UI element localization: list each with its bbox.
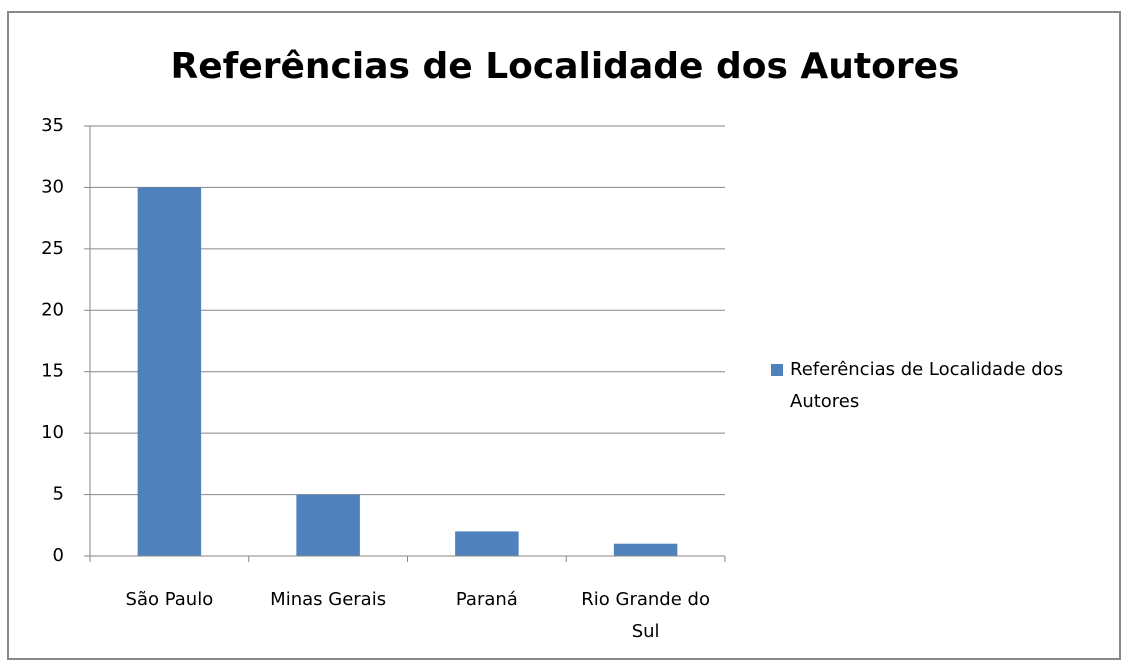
x-tick-label: Minas Gerais [270,589,387,610]
y-tick-label: 35 [41,115,64,136]
x-tick-label: Rio Grande do Sul [581,589,710,642]
y-tick-label: 10 [41,422,64,443]
bar [455,531,519,556]
x-tick-label: Paraná [455,589,518,610]
y-tick-label: 15 [41,361,64,382]
chart-title: Referências de Localidade dos Autores [171,46,960,87]
legend-label: Referências de Localidade dos Autores [790,359,1064,412]
legend-swatch [771,364,783,376]
y-tick-label: 25 [41,238,64,259]
y-tick-label: 20 [41,299,64,320]
bar [137,187,202,556]
bar [296,494,360,556]
x-tick-label: São Paulo [125,589,214,610]
y-tick-label: 30 [41,176,64,197]
y-tick-label: 0 [53,545,64,566]
y-tick-label: 5 [53,484,64,505]
bar [613,543,678,556]
